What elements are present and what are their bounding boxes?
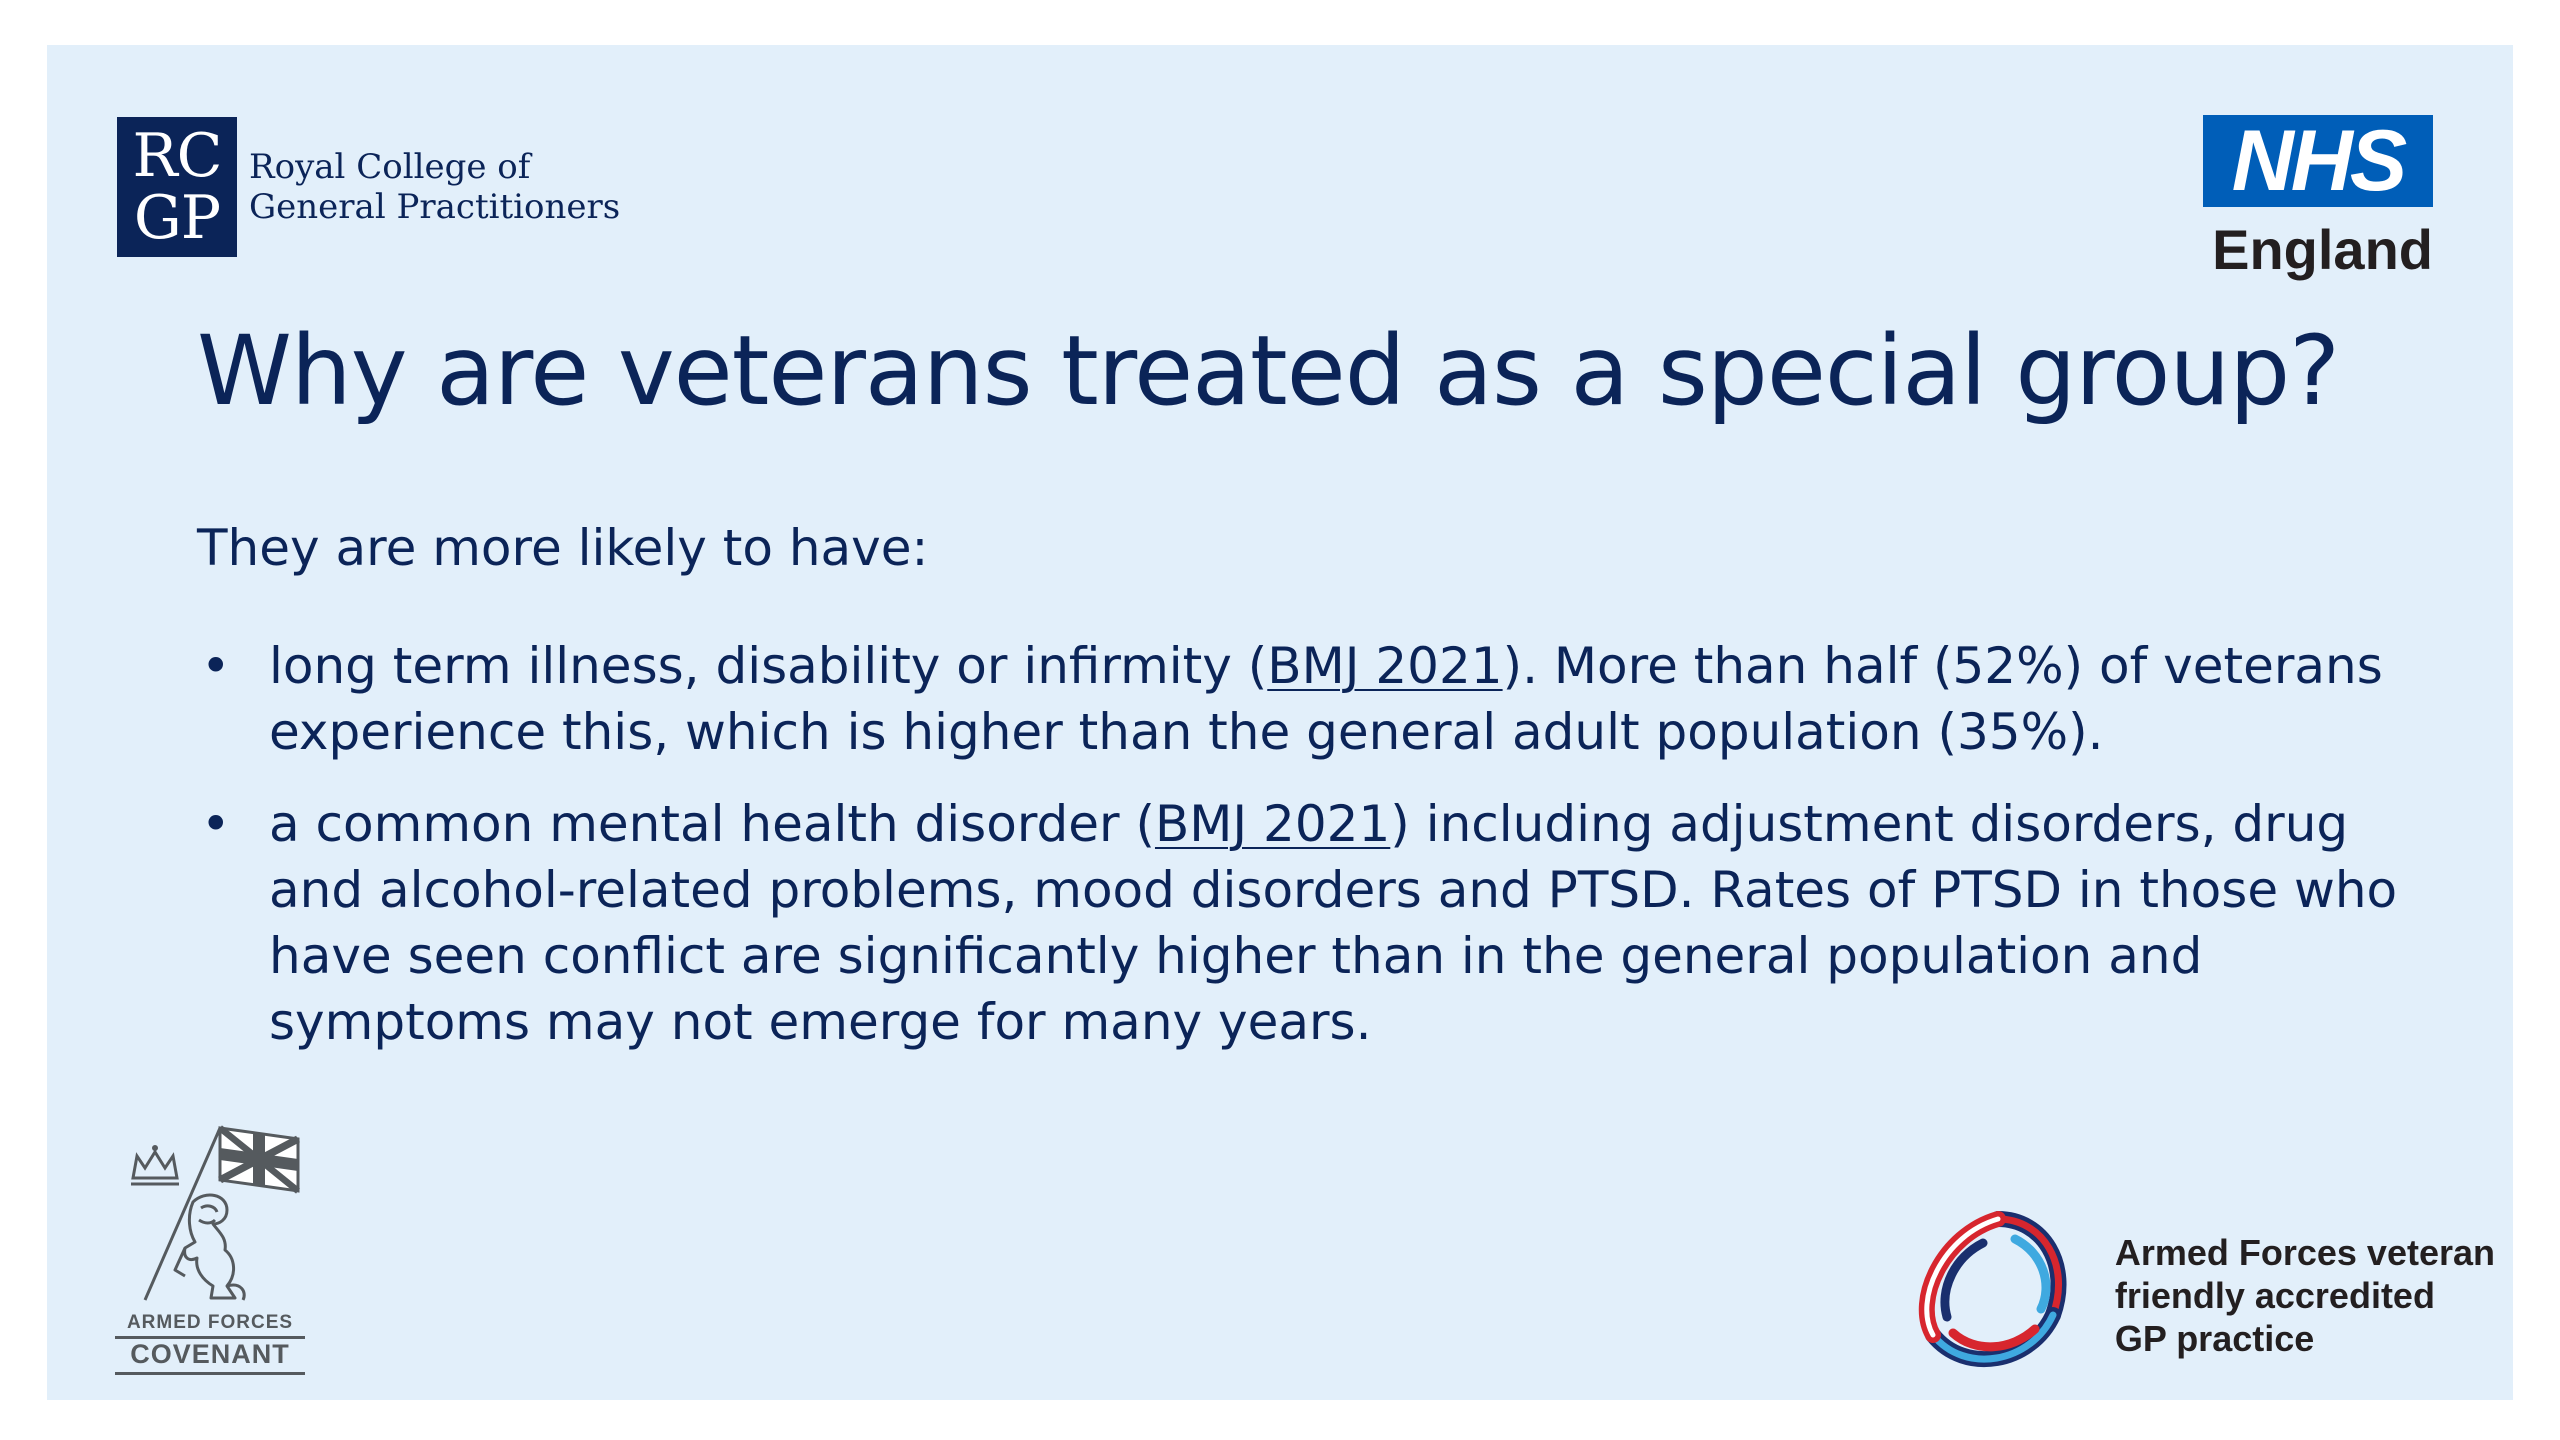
veteran-triangle-icon (1918, 1211, 2067, 1368)
rcgp-mark-top: RC (132, 121, 222, 191)
nhs-mark: NHS (2203, 115, 2433, 207)
bullet-list: • long term illness, disability or infir… (197, 633, 2417, 1055)
bullet-icon: • (201, 795, 231, 853)
slide: RC GP Royal College of General Practitio… (47, 45, 2513, 1400)
veteran-badge-line1: Armed Forces veteran (2114, 1231, 2495, 1273)
covenant-line2: COVENANT (115, 1339, 305, 1375)
veteran-badge-line3: GP practice (2114, 1317, 2315, 1359)
armed-forces-covenant-logo: ARMED FORCES COVENANT (115, 1120, 305, 1375)
bullet-text-after: ) including adjustment disorders, drug a… (269, 795, 2398, 1051)
rcgp-mark: RC GP (117, 117, 237, 257)
bullet-text-before: a common mental health disorder ( (269, 795, 1155, 853)
covenant-line1: ARMED FORCES (115, 1312, 305, 1339)
bullet-item-illness: • long term illness, disability or infir… (197, 633, 2417, 765)
rcgp-name: Royal College of General Practitioners (249, 147, 620, 227)
slide-body: They are more likely to have: • long ter… (197, 515, 2417, 1081)
nhs-region: England (2212, 218, 2433, 281)
bullet-item-mental-health: • a common mental health disorder (BMJ 2… (197, 791, 2417, 1055)
bullet-icon: • (201, 637, 231, 695)
nhs-england-logo: NHS England (2193, 115, 2433, 282)
rcgp-name-line1: Royal College of (249, 147, 531, 187)
lion-flag-icon (131, 1125, 300, 1301)
veteran-friendly-badge: Armed Forces veteran friendly accredited… (1903, 1205, 2495, 1385)
bmj-2021-link[interactable]: BMJ 2021 (1267, 637, 1503, 695)
rcgp-logo: RC GP Royal College of General Practitio… (117, 117, 620, 257)
slide-title: Why are veterans treated as a special gr… (197, 315, 2340, 427)
bmj-2021-link[interactable]: BMJ 2021 (1154, 795, 1391, 853)
rcgp-name-line2: General Practitioners (249, 187, 621, 227)
veteran-badge-text: Armed Forces veteran friendly accredited… (2115, 1231, 2495, 1360)
rcgp-mark-bottom: GP (133, 183, 221, 253)
bullet-text-after: ). More than half (52%) of veterans expe… (269, 637, 2383, 761)
veteran-badge-line2: friendly accredited (2114, 1274, 2435, 1316)
intro-text: They are more likely to have: (197, 519, 929, 577)
bullet-text-before: long term illness, disability or infirmi… (269, 637, 1268, 695)
